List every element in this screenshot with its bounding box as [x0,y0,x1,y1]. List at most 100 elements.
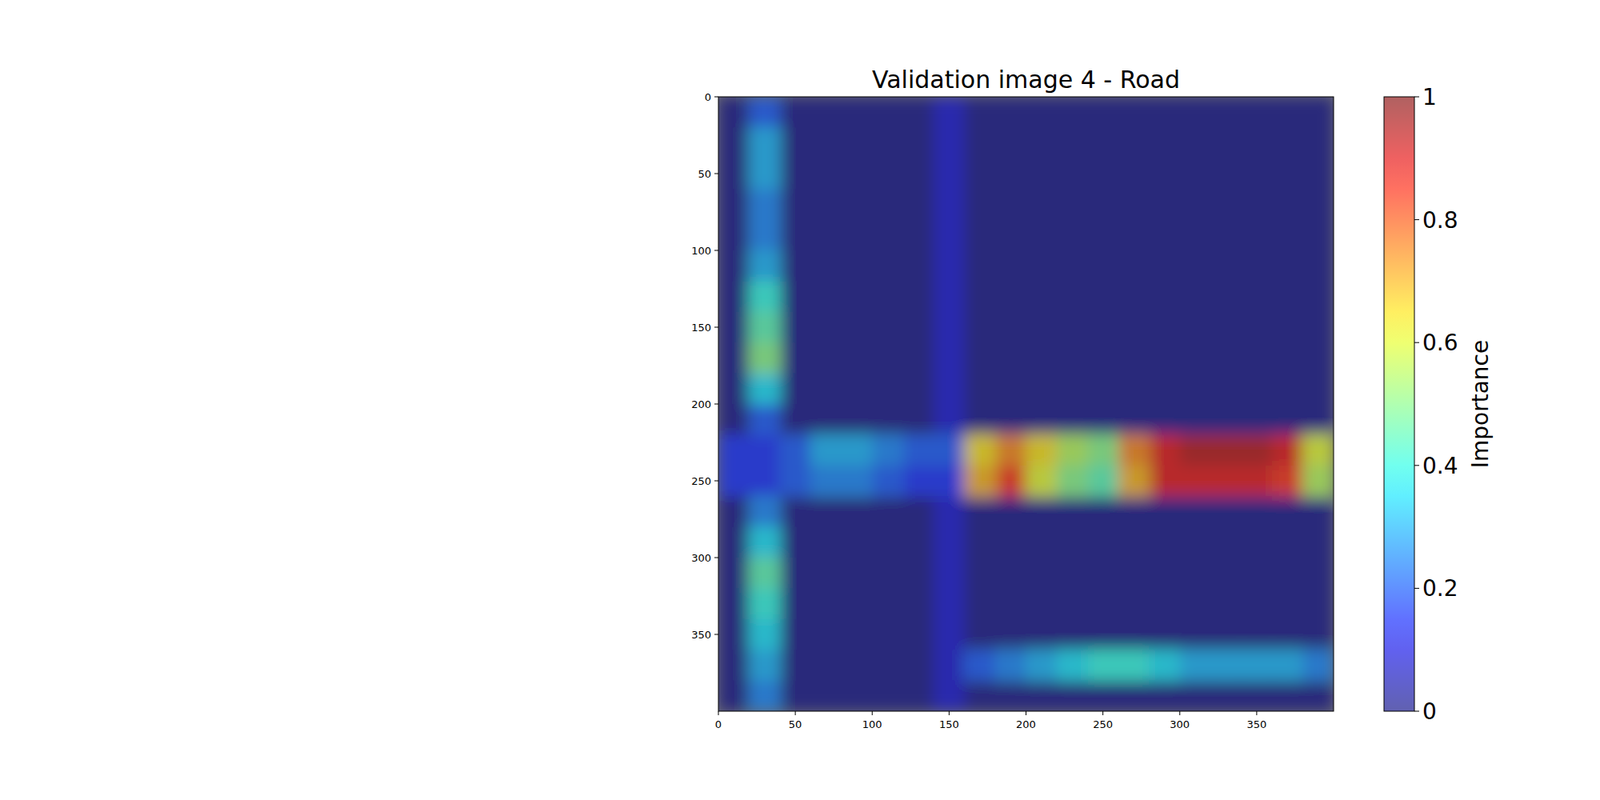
cell [748,619,780,651]
cell [780,96,812,128]
y-tick [714,480,719,482]
cell [964,619,996,651]
cell [1303,220,1334,252]
cell [933,373,965,405]
cell [903,342,935,374]
cell [1241,373,1273,405]
cell [933,220,965,252]
cell [995,496,1027,528]
cell [933,434,965,466]
cell [1272,680,1304,712]
cell [995,588,1027,620]
cell [1180,588,1212,620]
cell [933,557,965,589]
cell [1087,127,1119,159]
cell [1056,250,1088,282]
cell [841,188,873,220]
cell [780,588,812,620]
colorbar-tick-label: 0.2 [1422,575,1459,602]
x-tick [948,711,950,716]
cell [748,496,780,528]
x-tick [872,711,873,716]
cell [810,496,842,528]
cell [872,496,904,528]
cell [748,280,780,312]
cell [933,588,965,620]
cell [748,250,780,282]
cell [748,312,780,344]
cell [718,280,750,312]
cell [995,220,1027,252]
cell [841,649,873,681]
cell [1148,96,1180,128]
cell [903,127,935,159]
cell [810,250,842,282]
cell [1180,373,1212,405]
cell [718,250,750,282]
y-tick-label: 300 [691,552,712,564]
cell [1241,220,1273,252]
cell [841,680,873,712]
cell [1026,188,1058,220]
cell [1026,250,1058,282]
cell [872,557,904,589]
cell [1272,649,1304,681]
cell [1303,649,1334,681]
cell [964,496,996,528]
cell [1056,127,1088,159]
cell [964,588,996,620]
cell [1056,220,1088,252]
cell [810,619,842,651]
cell [995,557,1027,589]
cell [1210,496,1242,528]
cell [1272,96,1304,128]
cell [718,96,750,128]
cell [1148,373,1180,405]
cell [1087,404,1119,436]
y-tick-label: 50 [697,168,712,180]
y-tick [714,557,719,559]
cell [1210,373,1242,405]
x-tick [1025,711,1027,716]
cell [1180,342,1212,374]
cell [964,280,996,312]
cell [964,96,996,128]
cell [810,158,842,190]
y-tick [714,404,719,405]
cell [1241,127,1273,159]
cell [995,404,1027,436]
cell [1026,649,1058,681]
cell [1087,496,1119,528]
x-tick [1179,711,1180,716]
cell [903,557,935,589]
cell [964,557,996,589]
cell [964,434,996,466]
cell [1118,527,1150,559]
cell [1303,158,1334,190]
cell [903,680,935,712]
cell [903,250,935,282]
cell [748,342,780,374]
cell [1272,158,1304,190]
cell [995,96,1027,128]
y-tick-label: 100 [691,244,712,257]
cell [1056,373,1088,405]
cell [1180,96,1212,128]
cell [903,465,935,497]
cell [810,649,842,681]
cell [780,404,812,436]
cell [1303,434,1334,466]
cell [1210,220,1242,252]
cell [1180,680,1212,712]
cell [810,465,842,497]
cell [1056,280,1088,312]
x-tick [795,711,796,716]
cell [872,527,904,559]
cell [1180,465,1212,497]
cell [1118,496,1150,528]
y-tick-label: 350 [691,628,712,641]
cell [1026,158,1058,190]
cell [903,588,935,620]
cell [1303,188,1334,220]
cell [995,250,1027,282]
